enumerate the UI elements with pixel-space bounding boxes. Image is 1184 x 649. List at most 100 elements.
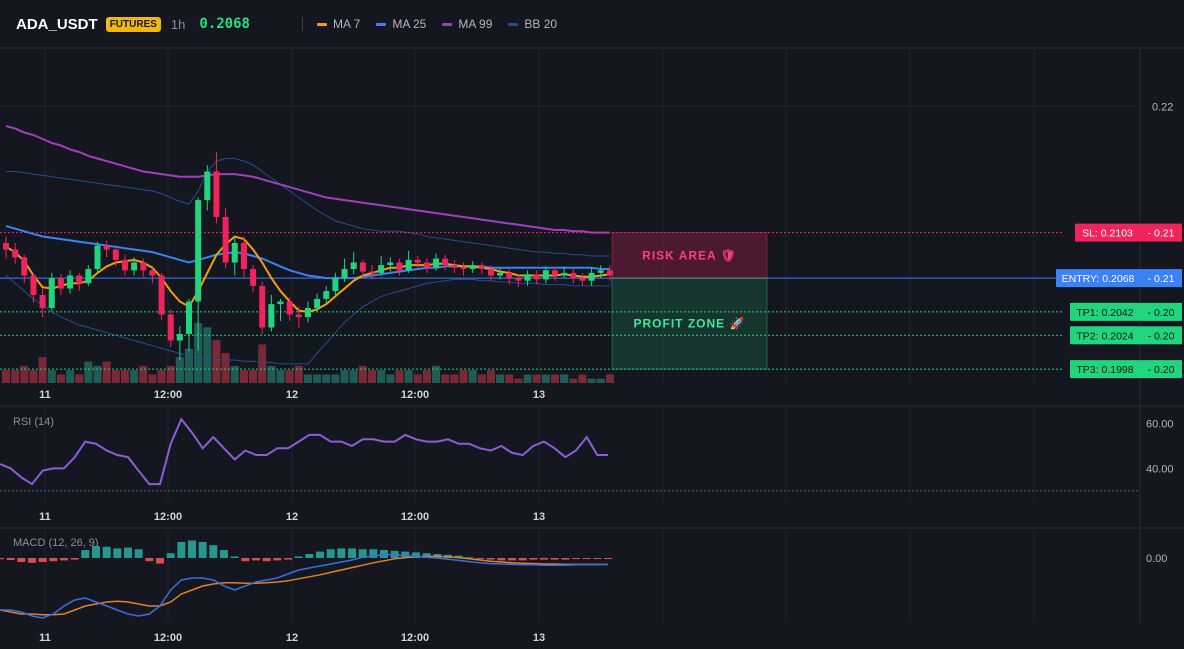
time-tick-label: 12: [286, 389, 298, 401]
price-tag-profit: [1070, 302, 1140, 321]
volume-bar: [139, 365, 148, 383]
candle-body: [259, 285, 266, 328]
macd-histogram-bar: [572, 558, 580, 559]
volume-bar: [560, 374, 569, 383]
candle-body: [204, 171, 211, 201]
legend-ma25[interactable]: MA 25: [376, 17, 426, 31]
price-tag-entry: [1056, 269, 1140, 288]
last-price: 0.2068: [199, 16, 250, 32]
header-divider: [301, 17, 303, 31]
volume-bar: [331, 374, 340, 383]
macd-histogram-bar: [241, 558, 250, 562]
candle-body: [140, 262, 147, 271]
legend-ma7[interactable]: MA 7: [316, 17, 360, 31]
candle-body: [332, 278, 339, 292]
volume-bar: [166, 365, 175, 383]
macd-histogram-bar: [561, 558, 570, 560]
macd-histogram-bar: [497, 558, 506, 561]
ma99-line: [5, 125, 610, 234]
price-axis-tag-profit: [1140, 302, 1182, 321]
candle-body: [588, 272, 595, 281]
price-axis-tag-text: - 0.20: [1148, 364, 1175, 376]
macd-histogram-bar: [540, 558, 548, 560]
candle-body: [304, 308, 311, 318]
time-tick-label: 11: [39, 389, 51, 401]
candle-body: [433, 258, 440, 268]
macd-histogram-bar: [508, 558, 516, 561]
macd-histogram-bar: [28, 558, 36, 563]
volume-bar: [551, 374, 559, 383]
price-axis-tag-risk: [1140, 223, 1182, 242]
time-tick-label: 12:00: [154, 389, 182, 401]
price-axis-tag-entry: [1140, 269, 1182, 288]
volume-bar: [258, 344, 267, 383]
volume-bar: [477, 374, 486, 383]
volume-bar: [212, 340, 221, 383]
legend-ma99[interactable]: MA 99: [442, 17, 492, 31]
macd-histogram-bar: [145, 558, 154, 562]
volume-bar: [459, 370, 468, 383]
macd-histogram-bar: [273, 558, 282, 561]
legend-bb20[interactable]: BB 20: [508, 17, 557, 31]
time-tick-label: 12:00: [401, 632, 429, 644]
time-tick-label: 12: [286, 511, 298, 523]
candle-body: [442, 258, 449, 266]
volume-bar: [130, 370, 139, 383]
candle-body: [250, 269, 257, 286]
volume-bar: [111, 370, 120, 383]
time-tick-label: 13: [533, 389, 545, 401]
macd-histogram-bar: [134, 549, 143, 558]
macd-line: [0, 554, 609, 619]
volume-bar: [468, 370, 477, 383]
volume-bar: [276, 370, 285, 383]
price-tag-text: TP2: 0.2024: [1076, 330, 1133, 342]
macd-histogram-bar: [454, 555, 463, 558]
volume-bar: [239, 370, 248, 383]
price-tag-profit: [1070, 360, 1140, 379]
macd-histogram-bar: [305, 554, 314, 558]
candle-body: [167, 314, 174, 341]
candle-body: [579, 278, 586, 281]
volume-bar: [587, 378, 596, 383]
macd-histogram-bar: [92, 546, 100, 558]
candle-body: [131, 262, 138, 271]
candle-body: [103, 245, 110, 250]
candle-body: [506, 272, 513, 279]
volume-bar: [514, 378, 523, 383]
volume-bar: [569, 378, 578, 383]
candle-body: [12, 249, 19, 258]
volume-bar: [194, 323, 203, 383]
macd-histogram-bar: [124, 547, 132, 558]
candle-body: [378, 265, 385, 273]
macd-histogram-bar: [198, 542, 207, 558]
timeframe-label[interactable]: 1h: [170, 16, 186, 32]
candle-body: [552, 270, 558, 276]
risk-area-label: RISK AREA 🛡: [642, 248, 737, 262]
macd-histogram-bar: [582, 558, 591, 559]
time-tick-label: 12: [286, 632, 298, 644]
candle-body: [359, 262, 366, 272]
volume-bar: [47, 370, 56, 383]
volume-bar: [175, 357, 184, 383]
volume-bar: [2, 370, 10, 383]
volume-bar: [441, 374, 450, 383]
candle-body: [423, 262, 430, 268]
volume-bar: [432, 365, 441, 383]
legend-bb20-label: BB 20: [524, 17, 558, 31]
legend-ma99-label: MA 99: [458, 17, 493, 31]
volume-bar: [38, 357, 47, 383]
volume-bar: [157, 370, 166, 383]
candle-body: [497, 272, 504, 276]
time-tick-label: 12:00: [154, 632, 182, 644]
candle-body: [57, 278, 64, 289]
time-tick-label: 12:00: [154, 511, 182, 523]
candle-body: [176, 334, 183, 341]
symbol-name[interactable]: ADA_USDT: [16, 15, 98, 33]
price-axis-tag-profit: [1140, 360, 1182, 379]
macd-histogram-bar: [380, 550, 388, 558]
macd-histogram-bar: [38, 558, 47, 562]
volume-bar: [496, 374, 505, 383]
time-tick-label: 13: [533, 632, 545, 644]
price-axis-tag-text: - 0.20: [1148, 307, 1175, 319]
